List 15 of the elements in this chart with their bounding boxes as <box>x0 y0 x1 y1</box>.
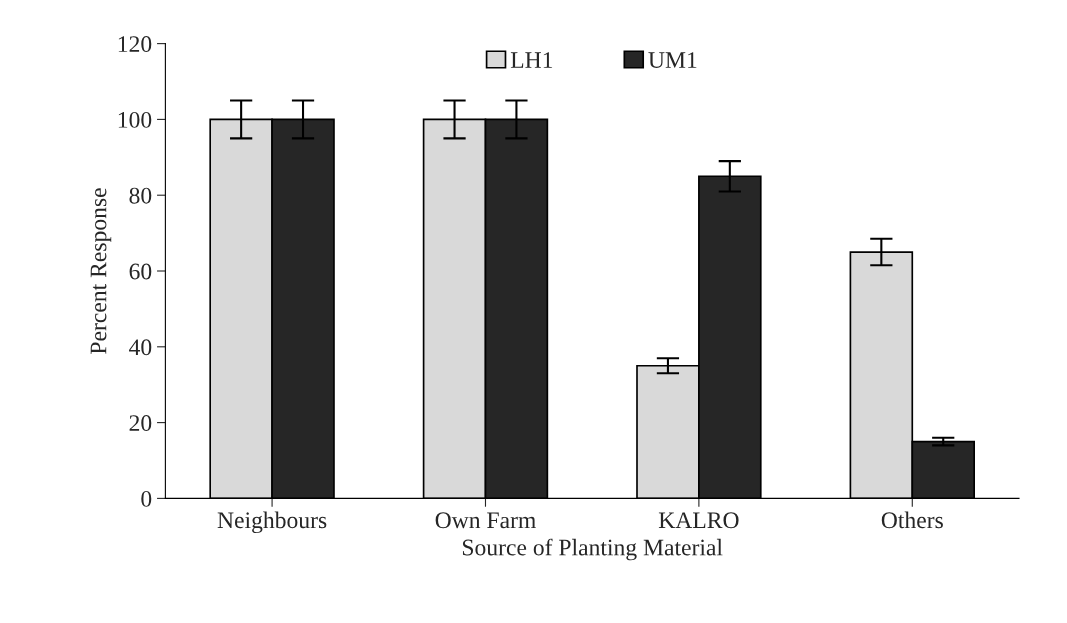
y-tick-label: 120 <box>118 36 152 53</box>
x-tick-label: Others <box>881 511 943 529</box>
y-tick-label: 100 <box>118 111 152 128</box>
y-tick-label: 80 <box>129 187 152 204</box>
y-tick-label: 40 <box>129 339 152 356</box>
x-axis-title: Source of Planting Material <box>462 538 723 561</box>
y-tick-label: 20 <box>129 415 152 432</box>
y-tick-label: 0 <box>141 490 152 507</box>
x-tick-label: Neighbours <box>217 511 327 534</box>
legend-label: LH1 <box>510 52 553 68</box>
y-tick-label: 60 <box>129 263 152 280</box>
x-tick-label: KALRO <box>658 512 739 529</box>
legend-label: UM1 <box>648 52 697 68</box>
x-tick-label: Own Farm <box>435 512 536 529</box>
y-axis-title: Percent Response <box>90 188 112 354</box>
